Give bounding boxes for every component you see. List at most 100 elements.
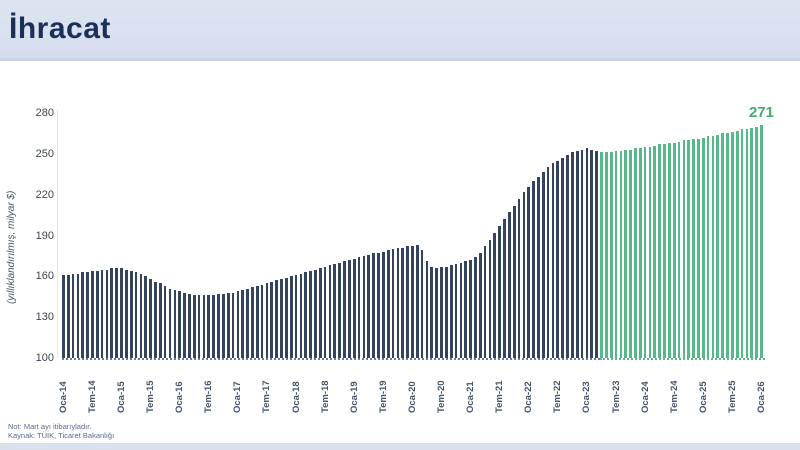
bar-historical [192,295,196,358]
bar-historical [425,261,429,358]
bar-historical [260,284,264,358]
bar-forecast [624,149,628,358]
bar-historical [251,287,254,358]
bar-historical [212,295,215,358]
x-tick-label: Oca-14 [57,381,69,413]
footnote-source: Kaynak: TÜİK, Ticaret Bakanlığı [8,431,115,440]
bar-historical [532,181,535,358]
bar-historical [120,268,123,358]
x-tick-label: Oca-23 [581,381,593,413]
bar-forecast [643,147,647,358]
bar-historical [386,250,390,358]
bar-historical [406,246,409,358]
y-tick-label: 100 [35,352,54,364]
bar-forecast [672,142,676,358]
bar-forecast [687,140,691,358]
bar-historical [221,294,225,358]
bar-historical [129,270,133,358]
bar-historical [207,295,211,358]
bar-historical [139,273,143,358]
bar-historical [556,160,560,358]
footnote-note: Not: Mart ayı itibarıyladır. [8,422,92,431]
bar-forecast [692,138,695,358]
y-axis-line [57,110,58,358]
bar-historical [163,285,167,358]
bar-historical [289,276,293,358]
bar-historical [498,225,501,358]
bar-historical [595,151,598,358]
bar-forecast [711,136,715,358]
bar-historical [444,266,448,358]
bar-historical [478,253,482,358]
bar-forecast [726,133,729,358]
bar-historical [454,264,458,358]
bar-historical [328,265,332,358]
bar-historical [91,270,94,358]
bar-historical [158,283,162,358]
bar-forecast [668,142,671,358]
baseline-historical [62,358,601,360]
bar-historical [149,279,152,358]
x-tick-label: Oca-26 [755,381,767,413]
bar-forecast [658,144,661,358]
bar-historical [449,265,453,358]
x-tick-label: Tem-18 [319,380,331,413]
bar-historical [488,239,492,358]
bar-historical [493,232,497,358]
bar-historical [483,246,487,358]
bar-forecast [648,147,652,358]
bar-historical [377,253,380,358]
x-tick-label: Tem-15 [145,380,157,413]
bar-historical [512,205,516,358]
bar-historical [173,289,177,358]
header-band: İhracat [0,0,800,61]
x-tick-label: Tem-14 [86,380,98,413]
x-tick-label: Tem-22 [552,380,564,413]
bar-historical [503,219,506,358]
bar-historical [585,148,589,358]
bar-forecast [697,138,700,358]
x-tick-label: Oca-25 [697,381,709,413]
bar-historical [420,250,424,358]
bar-forecast [735,130,739,358]
bar-historical [255,285,259,358]
page-title: İhracat [9,12,111,45]
bar-historical [551,163,555,358]
x-tick-label: Tem-25 [726,380,738,413]
x-tick-label: Oca-17 [232,381,244,413]
bar-historical [202,295,206,358]
y-tick-label: 130 [35,311,54,324]
x-tick-label: Tem-24 [668,380,680,413]
x-tick-label: Oca-20 [406,381,418,413]
bar-historical [396,247,400,358]
bar-forecast [629,149,632,358]
bar-forecast [638,148,642,358]
bar-forecast [721,133,724,358]
x-tick-label: Tem-20 [435,380,447,413]
bar-historical [372,253,375,358]
bar-historical [348,260,351,358]
bar-historical [236,291,240,358]
bar-historical [561,157,565,358]
bar-historical [362,255,366,358]
bar-historical [590,149,594,358]
bar-historical [144,276,148,358]
bar-historical [459,262,463,358]
x-tick-label: Oca-22 [523,381,535,413]
x-tick-label: Oca-19 [348,381,360,413]
y-tick-label: 220 [35,188,54,201]
bar-historical [110,268,114,358]
bar-forecast [701,137,705,358]
bar-historical [517,198,521,358]
y-tick-label: 190 [35,229,54,242]
bar-historical [265,283,269,358]
x-tick-label: Oca-15 [116,381,128,413]
bar-historical [95,270,99,358]
bar-historical [309,270,312,358]
bar-historical [275,280,278,358]
bar-historical [440,266,443,358]
y-tick-label: 250 [35,147,54,160]
y-tick-label: 280 [35,107,54,119]
bar-historical [76,273,80,358]
bar-historical [188,294,191,358]
